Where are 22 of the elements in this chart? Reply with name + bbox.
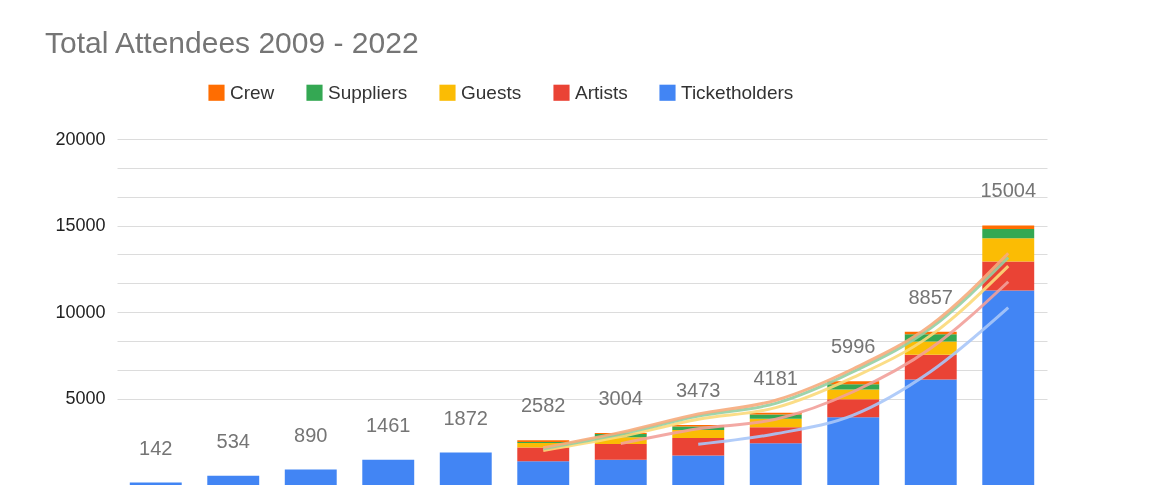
total-label: 2582 xyxy=(521,394,566,417)
total-label: 3473 xyxy=(676,378,721,401)
y-tick-label: 20000 xyxy=(55,128,106,149)
total-label: 15004 xyxy=(980,179,1037,202)
legend-label: Ticketholders xyxy=(681,81,794,103)
total-label: 1461 xyxy=(366,413,411,436)
total-label: 534 xyxy=(216,429,250,452)
y-tick-label: 15000 xyxy=(55,215,106,235)
total-label: 8857 xyxy=(908,285,953,308)
legend-label: Suppliers xyxy=(328,81,408,103)
total-label: 890 xyxy=(294,423,328,446)
total-label: 5996 xyxy=(831,335,876,358)
legend-label: Guests xyxy=(461,81,522,103)
total-label: 142 xyxy=(139,436,173,459)
legend-label: Artists xyxy=(575,81,628,103)
y-tick-label: 10000 xyxy=(55,301,106,322)
total-label: 3004 xyxy=(598,387,643,410)
total-label: 4181 xyxy=(753,366,798,389)
chart-title: Total Attendees 2009 - 2022 xyxy=(44,26,419,59)
legend-label: Crew xyxy=(230,81,275,103)
y-tick-label: 5000 xyxy=(65,388,106,408)
total-label: 1872 xyxy=(443,406,488,429)
